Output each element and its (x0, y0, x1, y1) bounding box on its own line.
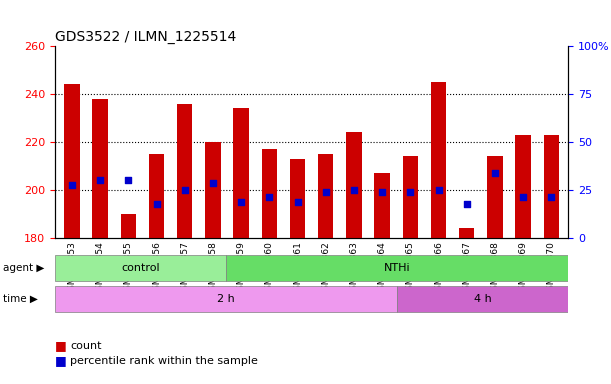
Bar (459, 228, 475, 238)
Point (67, 182, 77, 188)
Point (377, 189, 387, 195)
Text: control: control (121, 263, 160, 273)
Text: 2 h: 2 h (217, 293, 235, 304)
Bar (487, 156, 503, 238)
FancyBboxPatch shape (397, 286, 568, 311)
Point (406, 189, 415, 195)
Text: ■: ■ (55, 354, 67, 367)
Point (490, 170, 500, 176)
Bar (346, 132, 362, 238)
Bar (431, 82, 446, 238)
Text: ■: ■ (55, 339, 67, 352)
Bar (290, 159, 306, 238)
Point (95, 177, 105, 184)
Bar (64, 84, 79, 238)
Point (293, 199, 302, 205)
Text: 4 h: 4 h (474, 293, 492, 304)
Bar (375, 173, 390, 238)
Point (180, 187, 189, 193)
Point (321, 189, 331, 195)
Bar (177, 104, 192, 238)
Bar (515, 135, 531, 238)
Text: agent ▶: agent ▶ (3, 263, 45, 273)
Point (152, 201, 161, 207)
FancyBboxPatch shape (55, 286, 397, 311)
FancyBboxPatch shape (55, 255, 226, 281)
Text: count: count (70, 341, 102, 351)
Text: time ▶: time ▶ (3, 293, 38, 304)
Point (462, 201, 472, 207)
Bar (233, 108, 249, 238)
Bar (148, 154, 164, 238)
Bar (318, 154, 334, 238)
Point (546, 194, 556, 200)
Bar (544, 135, 559, 238)
Bar (120, 214, 136, 238)
Text: percentile rank within the sample: percentile rank within the sample (70, 356, 258, 366)
Bar (205, 142, 221, 238)
Bar (92, 99, 108, 238)
Bar (403, 156, 418, 238)
Point (434, 187, 444, 193)
Bar (262, 149, 277, 238)
Point (349, 187, 359, 193)
Point (518, 194, 528, 200)
Point (236, 199, 246, 205)
Text: NTHi: NTHi (384, 263, 411, 273)
Point (265, 194, 274, 200)
FancyBboxPatch shape (226, 255, 568, 281)
Text: GDS3522 / ILMN_1225514: GDS3522 / ILMN_1225514 (55, 30, 236, 44)
Point (123, 177, 133, 184)
Point (208, 180, 218, 186)
